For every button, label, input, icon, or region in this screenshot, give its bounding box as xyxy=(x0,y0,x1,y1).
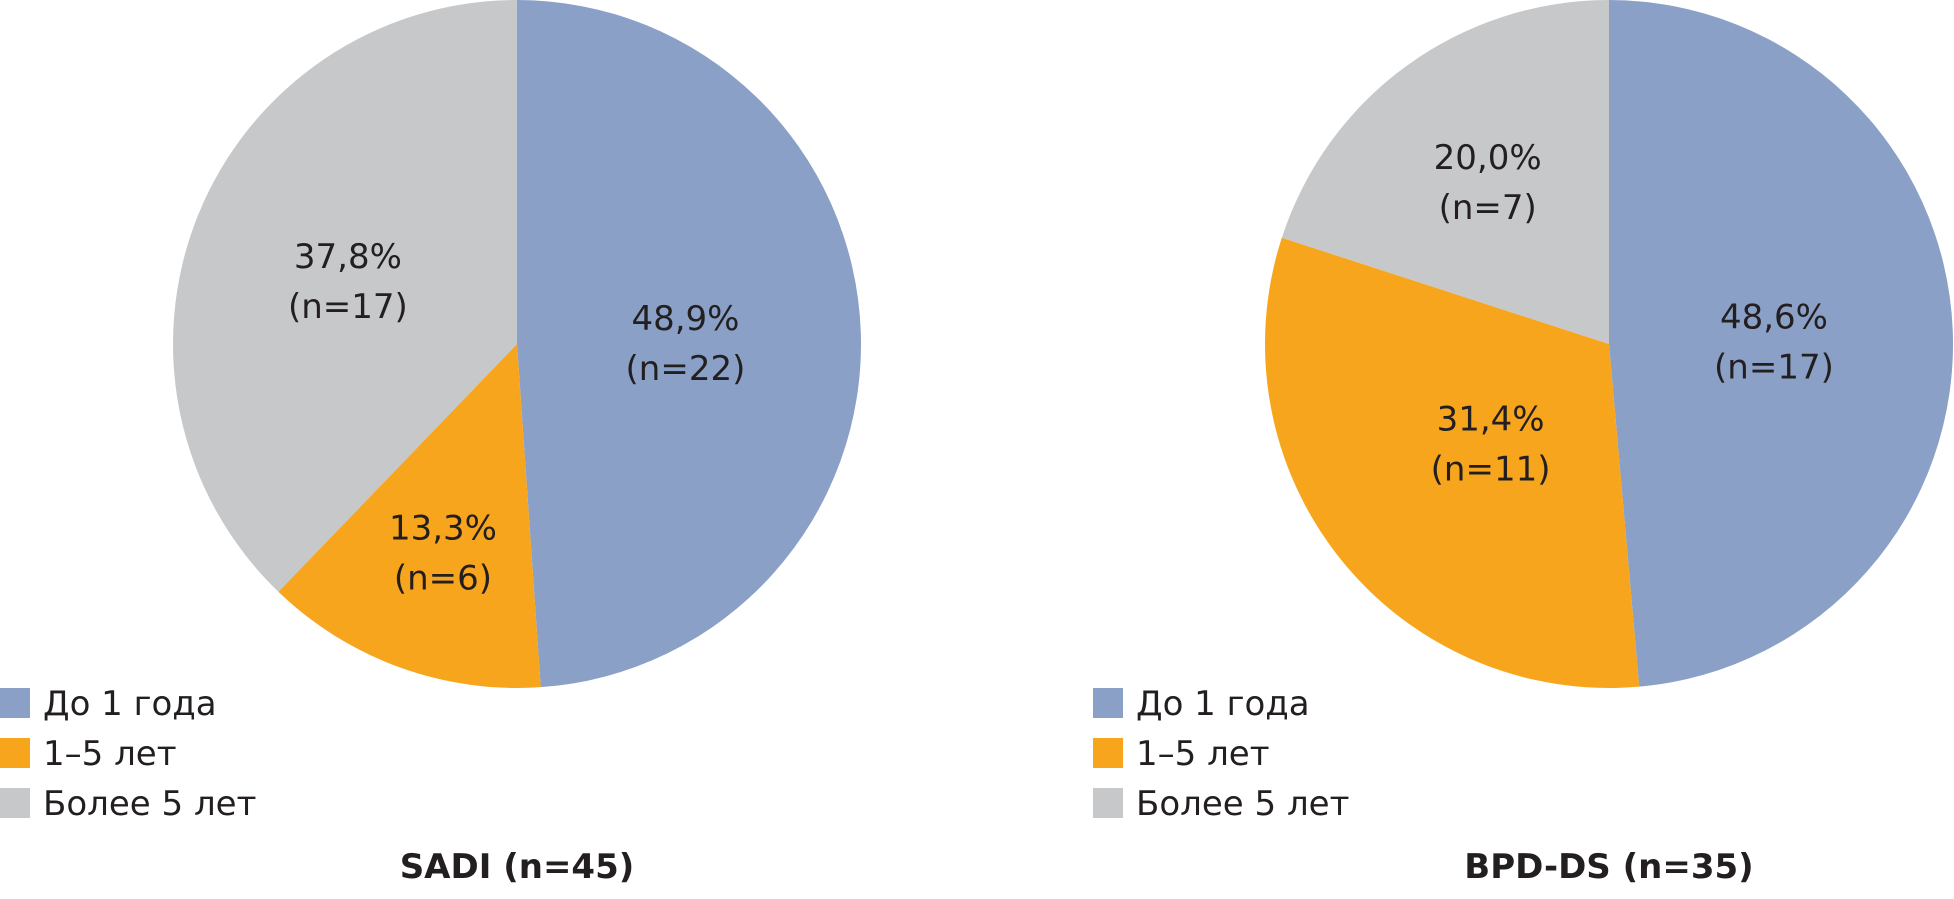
slice-label-pct-0-1: 13,3% xyxy=(389,509,497,549)
pie-slice-0-2 xyxy=(173,0,518,592)
legend-label-1-0: До 1 года xyxy=(1136,684,1310,724)
slice-label-pct-1-1: 31,4% xyxy=(1437,399,1545,439)
legend-swatch-0-2 xyxy=(0,788,30,818)
pie-slice-1-2 xyxy=(1281,0,1609,344)
sadi-pie-chart: 48,9% (n=22) 13,3% (n=6) 37,8% (n=17) До 1 год… xyxy=(0,0,861,887)
slice-label-n-0-0: (n=22) xyxy=(626,349,746,389)
slice-label-pct-0-0: 48,9% xyxy=(631,299,739,339)
legend-swatch-1-2 xyxy=(1093,788,1123,818)
chart-title-0: SADI (n=45) xyxy=(400,847,635,887)
bpd-ds-pie-chart: 48,6% (n=17) 31,4% (n=11) 20,0% (n=7) До 1 год… xyxy=(1093,0,1953,887)
legend-label-0-2: Более 5 лет xyxy=(43,784,256,824)
legend-label-1-1: 1–5 лет xyxy=(1136,734,1270,774)
slice-label-pct-1-2: 20,0% xyxy=(1434,138,1542,178)
slice-label-n-1-2: (n=7) xyxy=(1439,188,1537,228)
legend-swatch-0-1 xyxy=(0,738,30,768)
slice-label-n-0-2: (n=17) xyxy=(288,287,408,327)
legend-label-0-0: До 1 года xyxy=(43,684,217,724)
chart-title-1: BPD-DS (n=35) xyxy=(1464,847,1753,887)
legend-label-0-1: 1–5 лет xyxy=(43,734,177,774)
pie-slice-0-0 xyxy=(517,0,861,688)
legend-swatch-1-0 xyxy=(1093,688,1123,718)
slice-label-n-0-1: (n=6) xyxy=(394,559,492,599)
slice-label-n-1-1: (n=11) xyxy=(1431,449,1551,489)
legend-swatch-0-0 xyxy=(0,688,30,718)
legend-swatch-1-1 xyxy=(1093,738,1123,768)
legend-label-1-2: Более 5 лет xyxy=(1136,784,1349,824)
pie-slice-0-1 xyxy=(278,344,541,688)
slice-label-pct-0-2: 37,8% xyxy=(294,237,402,277)
pie-slice-1-0 xyxy=(1609,0,1953,687)
pie-slice-1-1 xyxy=(1264,237,1640,688)
slice-label-n-1-0: (n=17) xyxy=(1714,348,1834,388)
slice-label-pct-1-0: 48,6% xyxy=(1720,298,1828,338)
